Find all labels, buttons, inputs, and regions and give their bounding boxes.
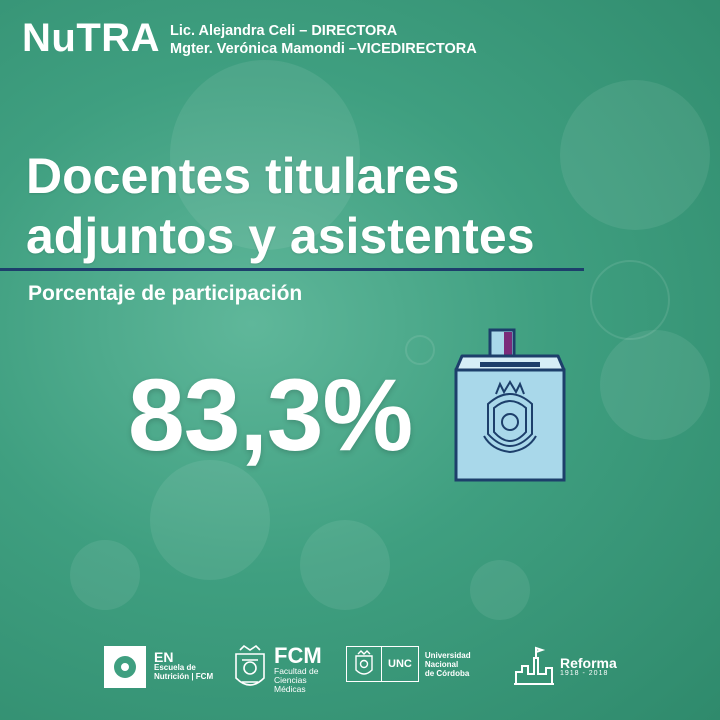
bokeh-circle xyxy=(405,335,435,365)
logo-unc: UNC Universidad Nacional de Córdoba xyxy=(346,646,471,682)
page-title: Docentes titulares adjuntos y asistentes xyxy=(26,146,606,266)
en-line-2: Nutrición | FCM xyxy=(154,672,214,681)
staff-director: Lic. Alejandra Celi – DIRECTORA xyxy=(170,23,398,39)
ballot-box-icon xyxy=(454,328,566,482)
participation-percent: 83,3% xyxy=(128,358,413,472)
bokeh-circle xyxy=(150,460,270,580)
en-line-1: Escuela de xyxy=(154,663,196,672)
unc-line-3: de Córdoba xyxy=(424,668,470,678)
bokeh-circle xyxy=(70,540,140,610)
unc-line-2: Nacional xyxy=(424,659,459,669)
bokeh-circle xyxy=(300,520,390,610)
fcm-crest-icon xyxy=(235,644,265,686)
title-line-2: adjuntos y asistentes xyxy=(26,208,535,264)
fcm-line-3: Médicas xyxy=(274,683,306,694)
unc-line-1: Universidad xyxy=(424,650,471,660)
reforma-building-icon xyxy=(514,646,554,685)
brand-name: NuTRA xyxy=(22,16,161,60)
staff-vicedirector: Mgter. Verónica Mamondi –VICEDIRECTORA xyxy=(170,41,477,57)
fcm-line-2: Ciencias xyxy=(274,674,307,685)
reforma-years: 1918 - 2018 xyxy=(560,669,609,677)
logo-reforma: Reforma 1918 - 2018 xyxy=(512,644,617,688)
fcm-code: FCM xyxy=(274,642,322,668)
en-logo-mark xyxy=(104,646,146,688)
logo-escuela-nutricion: EN Escuela de Nutrición | FCM xyxy=(104,646,213,688)
reforma-word: Reforma xyxy=(560,654,617,671)
en-code: EN xyxy=(154,649,174,665)
bokeh-circle xyxy=(600,330,710,440)
bokeh-circle xyxy=(170,60,360,250)
title-line-1: Docentes titulares xyxy=(26,148,460,204)
unc-code: UNC xyxy=(381,647,418,681)
fcm-line-1: Facultad de xyxy=(274,665,319,676)
title-divider xyxy=(0,268,584,271)
header: NuTRA Lic. Alejandra Celi – DIRECTORA Mg… xyxy=(22,18,477,58)
subtitle: Porcentaje de participación xyxy=(28,282,303,305)
bokeh-circle xyxy=(590,260,670,340)
bokeh-circle xyxy=(470,560,530,620)
staff-list: Lic. Alejandra Celi – DIRECTORA Mgter. V… xyxy=(170,22,477,58)
logo-fcm: FCM Facultad de Ciencias Médicas xyxy=(232,644,322,694)
unc-crest-icon xyxy=(355,650,373,675)
footer-logos: EN Escuela de Nutrición | FCM FCM Facult… xyxy=(0,636,720,706)
bokeh-circle xyxy=(560,80,710,230)
